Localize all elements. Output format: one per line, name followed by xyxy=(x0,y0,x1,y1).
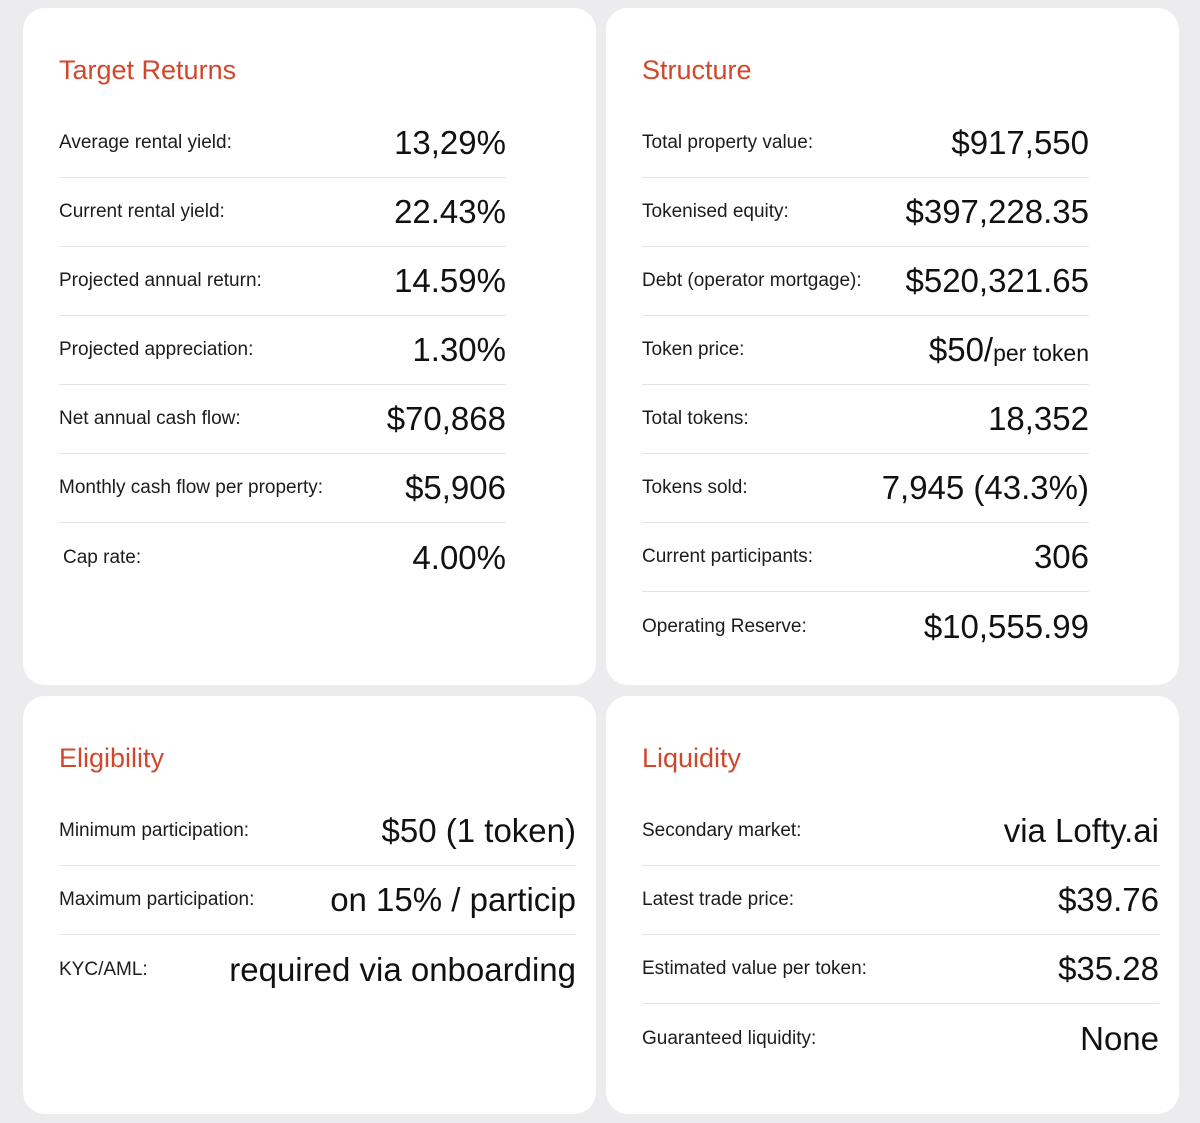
row-label: Average rental yield: xyxy=(59,132,232,153)
row-label: Latest trade price: xyxy=(642,889,795,910)
target-returns-list: Average rental yield: 13,29% Current ren… xyxy=(59,109,506,592)
row-label: Monthly cash flow per property: xyxy=(59,477,324,498)
row-value: 14.59% xyxy=(394,262,506,299)
row-debt: Debt (operator mortgage): $520,321.65 xyxy=(642,247,1089,316)
row-estimated-value-per-token: Estimated value per token: $35.28 xyxy=(642,935,1159,1004)
row-label: KYC/AML: xyxy=(59,958,148,980)
row-value: 13,29% xyxy=(394,124,506,161)
row-label: Secondary market: xyxy=(642,820,802,841)
row-value: 18,352 xyxy=(988,400,1089,437)
row-value: $10,555.99 xyxy=(923,607,1089,645)
row-value: $917,550 xyxy=(951,124,1089,161)
row-cap-rate: Cap rate: 4.00% xyxy=(59,523,506,592)
row-projected-annual-return: Projected annual return: 14.59% xyxy=(59,247,506,316)
row-value: $50/per token xyxy=(929,331,1089,369)
card-title: Eligibility xyxy=(59,743,165,773)
row-value: $520,321.65 xyxy=(905,262,1089,299)
row-label: Net annual cash flow: xyxy=(59,408,241,429)
row-label: Total tokens: xyxy=(642,408,749,429)
token-price-amount: $50/ xyxy=(928,331,994,368)
structure-card: Structure Total property value: $917,550… xyxy=(606,8,1179,685)
row-value: on 15% / particip xyxy=(330,881,576,918)
row-latest-trade-price: Latest trade price: $39.76 xyxy=(642,866,1159,935)
card-title: Liquidity xyxy=(642,743,742,773)
row-tokens-sold: Tokens sold: 7,945 (43.3%) xyxy=(642,454,1089,523)
row-secondary-market: Secondary market: via Lofty.ai xyxy=(642,797,1159,866)
row-monthly-cash-flow: Monthly cash flow per property: $5,906 xyxy=(59,454,506,523)
row-value: $70,868 xyxy=(386,400,506,437)
row-label: Projected appreciation: xyxy=(59,339,254,360)
row-value: via Lofty.ai xyxy=(1003,812,1159,849)
row-value: $397,228.35 xyxy=(905,193,1089,230)
row-projected-appreciation: Projected appreciation: 1.30% xyxy=(59,316,506,385)
row-label: Current participants: xyxy=(642,546,814,567)
row-label: Guaranteed liquidity: xyxy=(642,1027,817,1049)
row-maximum-participation: Maximum participation: on 15% / particip xyxy=(59,866,576,935)
row-label: Projected annual return: xyxy=(59,270,262,291)
row-kyc-aml: KYC/AML: required via onboarding xyxy=(59,935,576,1004)
row-label: Tokenised equity: xyxy=(642,201,789,222)
row-value: 1.30% xyxy=(412,331,506,368)
structure-list: Total property value: $917,550 Tokenised… xyxy=(642,109,1089,661)
row-label: Token price: xyxy=(642,339,745,360)
row-value: 7,945 (43.3%) xyxy=(881,469,1089,506)
row-label: Maximum participation: xyxy=(59,889,255,910)
row-minimum-participation: Minimum participation: $50 (1 token) xyxy=(59,797,576,866)
row-label: Tokens sold: xyxy=(642,477,748,498)
row-net-annual-cash-flow: Net annual cash flow: $70,868 xyxy=(59,385,506,454)
eligibility-list: Minimum participation: $50 (1 token) Max… xyxy=(59,797,576,1004)
row-tokenised-equity: Tokenised equity: $397,228.35 xyxy=(642,178,1089,247)
token-price-suffix: per token xyxy=(993,340,1089,366)
row-value: 4.00% xyxy=(412,538,506,576)
row-label: Total property value: xyxy=(642,132,814,153)
row-label: Cap rate: xyxy=(63,546,142,568)
row-label: Operating Reserve: xyxy=(642,615,807,637)
row-guaranteed-liquidity: Guaranteed liquidity: None xyxy=(642,1004,1159,1073)
row-value: None xyxy=(1080,1019,1159,1057)
liquidity-card: Liquidity Secondary market: via Lofty.ai… xyxy=(606,696,1179,1114)
row-label: Debt (operator mortgage): xyxy=(642,270,862,291)
row-value: 22.43% xyxy=(394,193,506,230)
row-value: $5,906 xyxy=(405,469,506,506)
card-title: Target Returns xyxy=(59,55,237,85)
row-value: required via onboarding xyxy=(229,950,576,988)
row-label: Minimum participation: xyxy=(59,820,250,841)
row-value: $39.76 xyxy=(1058,881,1159,918)
row-total-tokens: Total tokens: 18,352 xyxy=(642,385,1089,454)
row-token-price: Token price: $50/per token xyxy=(642,316,1089,385)
eligibility-card: Eligibility Minimum participation: $50 (… xyxy=(23,696,596,1114)
row-value: $35.28 xyxy=(1058,950,1159,987)
row-average-rental-yield: Average rental yield: 13,29% xyxy=(59,109,506,178)
row-value: $50 (1 token) xyxy=(381,812,576,849)
target-returns-card: Target Returns Average rental yield: 13,… xyxy=(23,8,596,685)
row-current-participants: Current participants: 306 xyxy=(642,523,1089,592)
row-current-rental-yield: Current rental yield: 22.43% xyxy=(59,178,506,247)
liquidity-list: Secondary market: via Lofty.ai Latest tr… xyxy=(642,797,1159,1073)
row-value: 306 xyxy=(1033,538,1089,575)
row-total-property-value: Total property value: $917,550 xyxy=(642,109,1089,178)
row-label: Current rental yield: xyxy=(59,201,225,222)
row-operating-reserve: Operating Reserve: $10,555.99 xyxy=(642,592,1089,661)
card-title: Structure xyxy=(642,55,752,85)
row-label: Estimated value per token: xyxy=(642,958,867,979)
